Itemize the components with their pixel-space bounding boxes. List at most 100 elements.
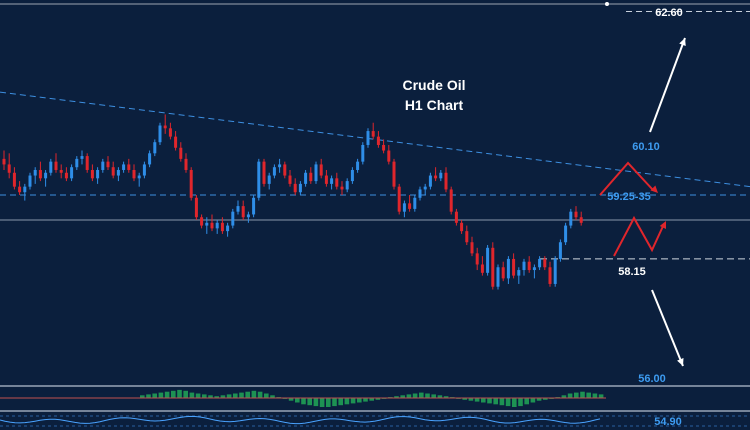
macd-bar (369, 398, 374, 401)
candle-body (215, 222, 219, 229)
candle-body (106, 161, 110, 168)
candle-body (189, 169, 193, 198)
candle-body (553, 258, 557, 284)
macd-bar (338, 398, 343, 406)
scenario-arrows (599, 37, 686, 367)
macd-bar (437, 395, 443, 398)
bullish-target-arrowhead (679, 38, 686, 46)
candle-body (28, 175, 32, 187)
candle-body (350, 169, 354, 182)
candle-body (194, 197, 198, 218)
descending-trendline (0, 91, 750, 188)
macd-bar (443, 396, 449, 398)
candle-body (75, 158, 79, 168)
candle-body (278, 164, 282, 168)
macd-bar (295, 398, 300, 403)
candle-body (387, 150, 391, 162)
candle-body (538, 258, 542, 268)
candle-body (148, 153, 152, 165)
candle-body (324, 175, 328, 184)
candle-body (579, 217, 583, 223)
candle-body (470, 242, 474, 254)
candle-body (179, 147, 183, 159)
candle-body (304, 172, 308, 184)
macd-bar (183, 390, 188, 398)
macd-bar (363, 398, 368, 402)
macd-bar (524, 398, 529, 405)
candle-body (392, 161, 396, 187)
macd-bar (189, 392, 195, 398)
macd-bar (301, 398, 306, 405)
zigzag-arrowhead (659, 221, 667, 229)
candle-body (236, 206, 240, 212)
candle-body (543, 258, 547, 268)
candle-body (18, 186, 22, 193)
candle-body (70, 167, 74, 179)
macd-bar (202, 394, 207, 398)
macd-bar (245, 391, 250, 398)
macd-bar (567, 393, 573, 398)
candle-body (246, 214, 250, 218)
macd-bar (493, 398, 498, 405)
candle-body (506, 258, 510, 279)
macd-bar (332, 398, 337, 407)
macd-bar (257, 391, 263, 398)
candle-body (38, 169, 42, 179)
candle-body (439, 172, 443, 179)
candle-body (64, 172, 68, 179)
macd-bar (536, 398, 542, 401)
macd-bar (264, 393, 269, 398)
candle-body (361, 144, 365, 162)
candle-body (569, 211, 573, 226)
resistance-caret-arrow (599, 161, 654, 196)
candle-body (137, 175, 141, 179)
candle-body (267, 175, 271, 184)
levels-layer (0, 11, 750, 260)
candles-layer (2, 114, 583, 290)
macd-bar (425, 393, 430, 398)
top-marker-dot (605, 2, 609, 6)
candle-body (158, 125, 162, 143)
macd-histogram (0, 389, 606, 407)
candle-body (309, 172, 313, 182)
candle-body (501, 267, 505, 279)
candle-body (7, 164, 11, 173)
candle-body (298, 183, 302, 193)
macd-bar (499, 398, 505, 406)
candle-body (80, 156, 84, 159)
candle-body (564, 225, 568, 243)
price-label-lower-target: 56.00 (638, 373, 666, 385)
candle-body (465, 231, 469, 243)
macd-bar (468, 398, 474, 401)
candle-body (366, 131, 370, 145)
candle-body (210, 222, 214, 229)
resistance-caret-arrowhead (650, 185, 658, 193)
macd-bar (140, 395, 145, 398)
macd-bar (177, 389, 182, 398)
candle-body (283, 164, 287, 176)
candle-body (382, 144, 386, 151)
macd-bar (431, 394, 436, 398)
candle-body (345, 181, 349, 190)
candle-body (241, 206, 245, 218)
candle-body (408, 203, 412, 209)
macd-bar (394, 396, 399, 398)
candle-body (517, 270, 521, 276)
candle-body (49, 161, 53, 173)
bearish-target-arrowhead (677, 358, 684, 366)
candle-body (116, 169, 120, 176)
macd-bar (195, 393, 201, 398)
candle-body (44, 172, 48, 179)
zigzag-arrow (613, 215, 665, 257)
macd-bar (357, 398, 362, 403)
candle-body (111, 167, 115, 176)
macd-bar (350, 398, 356, 404)
macd-bar (561, 395, 567, 398)
macd-bar (586, 392, 591, 398)
price-label-indicator: 54.90 (654, 416, 682, 428)
macd-bar (344, 398, 350, 405)
macd-bar (419, 392, 424, 398)
candle-body (220, 222, 224, 232)
candle-body (376, 136, 380, 145)
